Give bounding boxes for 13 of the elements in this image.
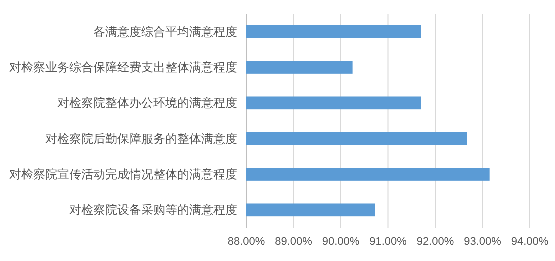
y-tick-label: 对检察业务综合保障经费支出整体满意程度	[10, 60, 238, 74]
x-tick-label: 94.00%	[511, 236, 549, 248]
x-tick-label: 89.00%	[275, 236, 313, 248]
y-tick-label: 各满意度综合平均满意程度	[94, 24, 238, 39]
x-tick-label: 92.00%	[416, 236, 454, 248]
x-tick-label: 91.00%	[370, 236, 408, 248]
y-tick-label: 对检察院宣传活动完成情况整体的满意程度	[10, 168, 238, 182]
y-tick-label: 对检察院整体办公环境的满意程度	[58, 96, 238, 110]
y-tick-label: 对检察院后勤保障服务的整体满意度	[46, 132, 238, 146]
x-tick-label: 88.00%	[228, 236, 266, 248]
x-tick-label: 93.00%	[464, 236, 502, 248]
y-tick-label: 对检察院设备采购等的满意程度	[70, 203, 238, 218]
x-tick-label: 90.00%	[322, 236, 360, 248]
